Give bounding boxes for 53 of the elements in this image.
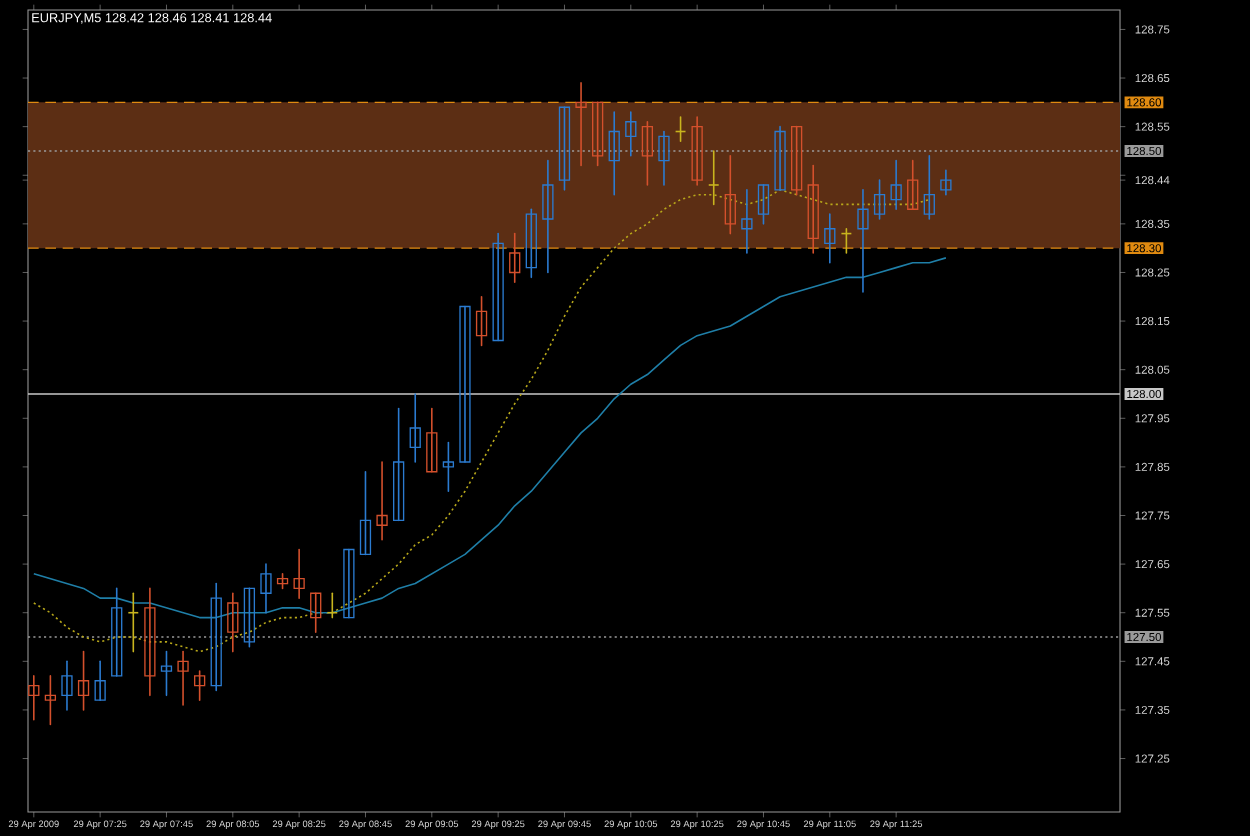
candlestick [359,470,372,556]
candlestick [243,587,256,648]
candlestick [94,660,106,702]
candlestick [641,120,654,186]
candlestick [293,548,305,599]
candlestick [426,407,438,473]
candlestick [525,208,537,279]
candlestick [575,82,587,167]
candlestick [475,295,488,347]
candlestick [890,159,902,211]
candlestick [28,675,40,721]
candlestick [127,592,140,653]
candlestick [741,189,753,254]
candlestick [807,164,819,254]
candlestick [790,125,803,196]
candlestick [558,106,571,191]
candlestick [260,563,272,614]
candlestick [940,169,952,196]
candlestick [824,213,836,264]
candlestick [757,184,770,225]
candlestick [210,582,222,692]
candlestick [310,592,322,633]
candlestick [177,650,189,706]
candlestick [774,125,786,191]
candlestick [326,592,339,619]
candlestick [160,650,173,697]
candlestick [77,650,90,711]
candlestick [923,155,935,220]
candlestick [873,179,886,220]
candlestick [857,189,869,293]
candlestick [343,548,355,619]
candlestick [592,101,604,167]
candlestick [193,670,206,702]
candlestick [658,130,670,186]
candlestick [459,305,471,463]
candlestick [409,393,421,463]
candlestick [111,587,123,677]
candlestick [509,232,521,283]
candlestick [707,150,720,206]
candlestick [376,461,388,541]
candlestick [44,675,57,726]
candlestick [542,159,554,274]
candlestick [492,232,504,342]
candlestick [144,587,156,697]
candlestick [442,441,455,492]
candlestick [724,155,736,235]
candlestick [227,592,239,653]
candlestick [393,407,405,522]
candlestick [625,111,637,157]
candlestick [907,159,919,211]
candlestick [608,111,620,196]
candlestick [61,660,73,711]
candlestick [691,116,703,186]
